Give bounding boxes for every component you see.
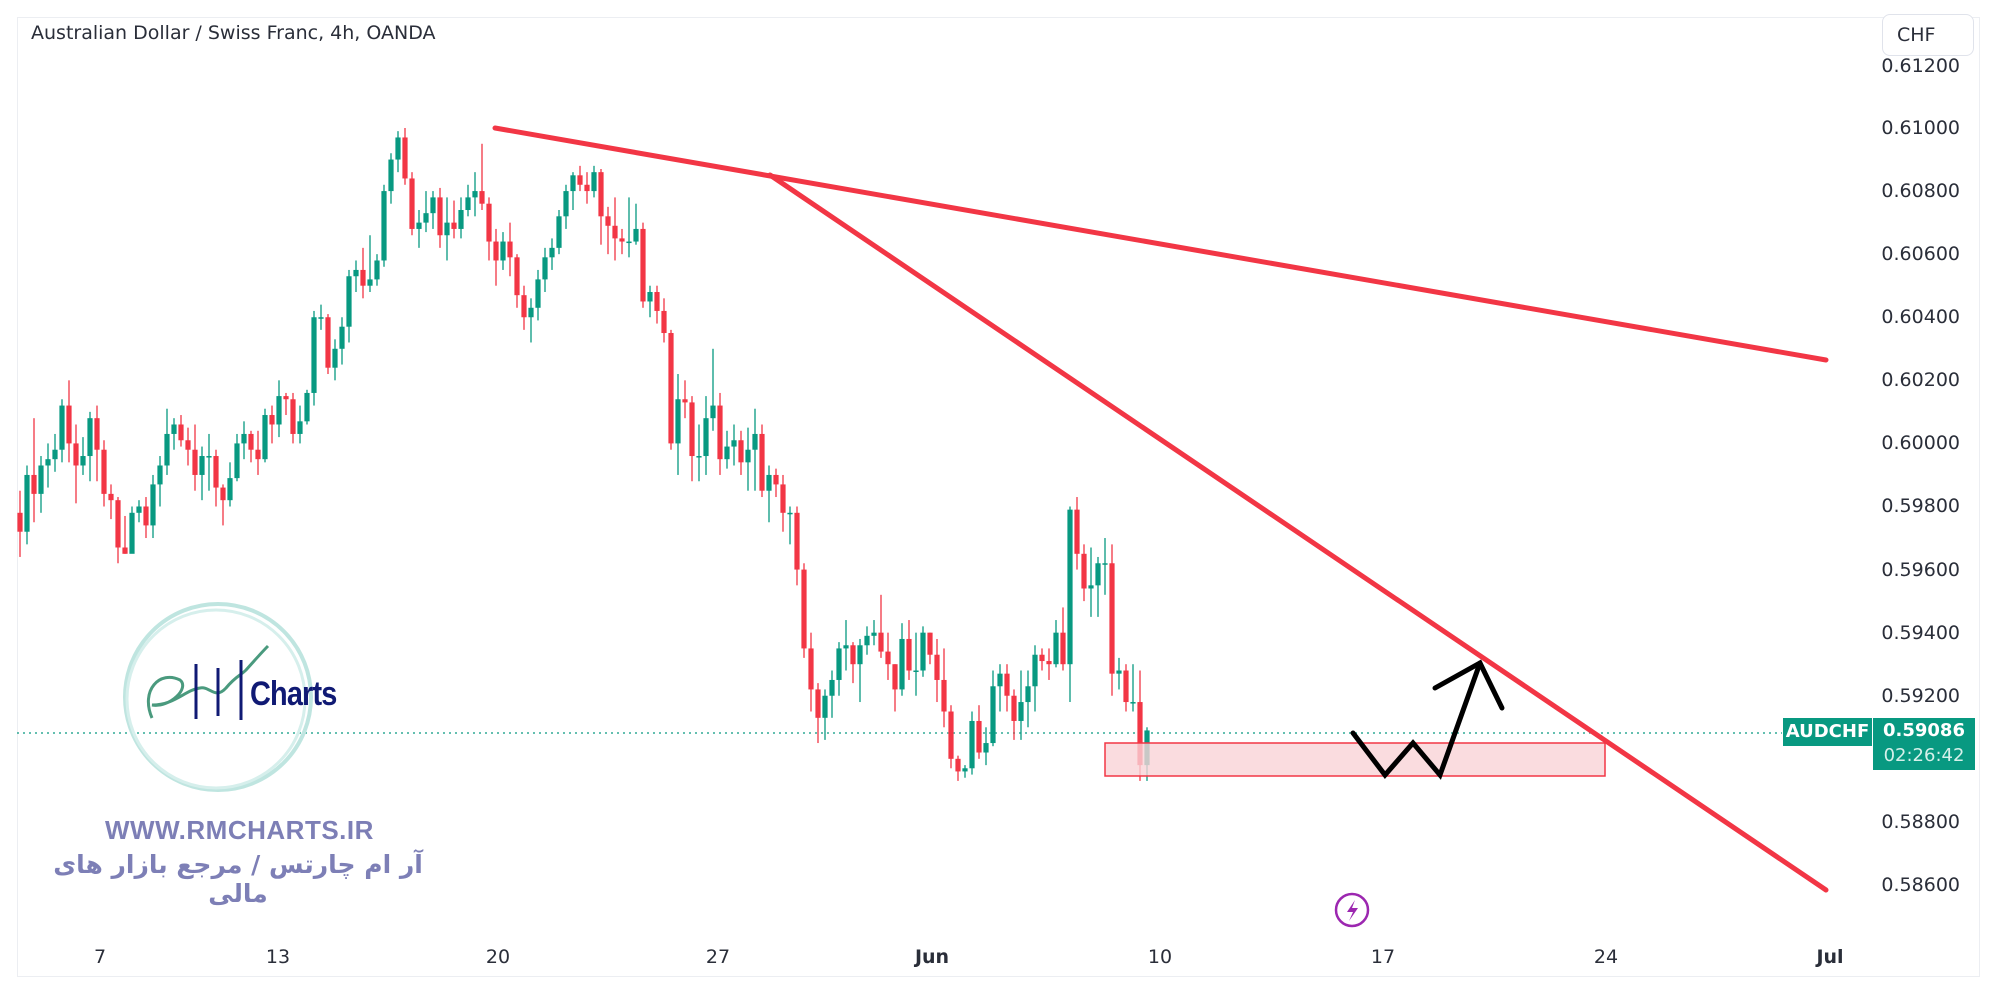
time-tick-label: 17 xyxy=(1370,946,1396,968)
time-tick-label: 13 xyxy=(265,946,291,968)
projection-arrowhead-icon xyxy=(1432,659,1505,711)
time-tick-label: 10 xyxy=(1147,946,1173,968)
trendline[interactable] xyxy=(767,172,1829,893)
time-tick-label: 24 xyxy=(1593,946,1619,968)
watermark-url: WWW.RMCHARTS.IR xyxy=(105,815,374,845)
rm-charts-logo xyxy=(123,602,313,792)
trendline[interactable] xyxy=(492,125,1829,363)
time-tick-label: 27 xyxy=(705,946,731,968)
projection-path[interactable] xyxy=(1350,660,1483,780)
time-tick-label: 20 xyxy=(485,946,511,968)
price-tick-label: 0.60400 xyxy=(1881,306,1960,329)
trendlines[interactable] xyxy=(492,125,1829,893)
price-tick-label: 0.59600 xyxy=(1881,558,1960,581)
support-zone-rectangle[interactable] xyxy=(1104,742,1606,777)
price-tick-label: 0.60800 xyxy=(1881,180,1960,203)
time-tick-label: Jun xyxy=(914,946,950,968)
price-tick-label: 0.61200 xyxy=(1881,55,1960,77)
currency-button[interactable]: CHF xyxy=(1882,14,1974,56)
price-tick-label: 0.58800 xyxy=(1881,810,1960,833)
last-price-value: 0.59086 xyxy=(1883,720,1965,741)
price-tick-label: 0.60600 xyxy=(1881,243,1960,266)
bar-countdown: 02:26:42 xyxy=(1883,745,1965,766)
price-tick-label: 0.58600 xyxy=(1881,873,1960,896)
price-tick-label: 0.59400 xyxy=(1881,621,1960,644)
symbol-label: AUDCHF xyxy=(1783,718,1872,746)
currency-label: CHF xyxy=(1897,24,1936,46)
price-tick-label: 0.60200 xyxy=(1881,369,1960,392)
last-price-badge: 0.59086 02:26:42 xyxy=(1873,718,1975,770)
price-tick-label: 0.59200 xyxy=(1881,684,1960,707)
chart-title: Australian Dollar / Swiss Franc, 4h, OAN… xyxy=(31,22,436,44)
watermark-tagline: آر ام چارتس / مرجع بازار های مالی xyxy=(53,850,423,908)
time-tick-label: 7 xyxy=(93,946,107,968)
price-tick-label: 0.59800 xyxy=(1881,495,1960,518)
price-tick-label: 0.61000 xyxy=(1881,117,1960,139)
candles-series xyxy=(17,128,1150,781)
lightning-event-icon[interactable] xyxy=(1334,892,1370,928)
chart-frame xyxy=(17,17,1980,977)
time-tick-label: Jul xyxy=(1816,946,1844,968)
price-tick-label: 0.60000 xyxy=(1881,432,1960,455)
logo-text: Charts xyxy=(250,675,337,713)
